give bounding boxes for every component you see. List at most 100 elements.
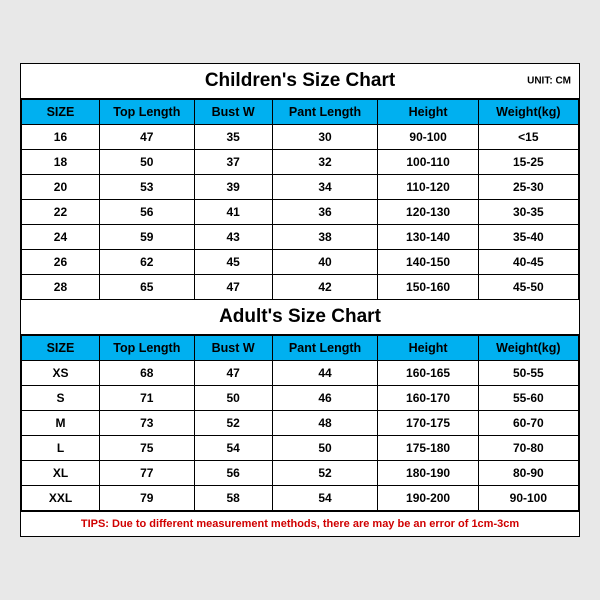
column-header: Weight(kg): [478, 336, 578, 361]
table-cell: 59: [99, 225, 194, 250]
children-table: SIZETop LengthBust WPant LengthHeightWei…: [21, 99, 579, 300]
column-header: Top Length: [99, 336, 194, 361]
adult-title: Adult's Size Chart: [219, 306, 381, 327]
table-cell: 18: [22, 150, 100, 175]
children-body: 1647353090-100<1518503732100-11015-25205…: [22, 125, 579, 300]
table-row: XS684744160-16550-55: [22, 361, 579, 386]
column-header: Top Length: [99, 100, 194, 125]
table-cell: 44: [272, 361, 378, 386]
table-row: 26624540140-15040-45: [22, 250, 579, 275]
table-cell: XXL: [22, 486, 100, 511]
table-cell: 47: [99, 125, 194, 150]
adult-title-row: Adult's Size Chart: [21, 300, 579, 335]
table-cell: 79: [99, 486, 194, 511]
column-header: Height: [378, 100, 478, 125]
table-cell: 58: [194, 486, 272, 511]
table-cell: 34: [272, 175, 378, 200]
table-cell: 77: [99, 461, 194, 486]
table-row: 20533934110-12025-30: [22, 175, 579, 200]
children-header-row: SIZETop LengthBust WPant LengthHeightWei…: [22, 100, 579, 125]
adult-body: XS684744160-16550-55S715046160-17055-60M…: [22, 361, 579, 511]
table-cell: 190-200: [378, 486, 478, 511]
table-cell: 35-40: [478, 225, 578, 250]
table-cell: 90-100: [378, 125, 478, 150]
table-cell: 20: [22, 175, 100, 200]
table-cell: 52: [272, 461, 378, 486]
table-cell: XL: [22, 461, 100, 486]
table-cell: 30-35: [478, 200, 578, 225]
children-title: Children's Size Chart: [205, 70, 395, 91]
table-cell: 28: [22, 275, 100, 300]
table-cell: 160-165: [378, 361, 478, 386]
table-cell: 130-140: [378, 225, 478, 250]
table-cell: 39: [194, 175, 272, 200]
column-header: Weight(kg): [478, 100, 578, 125]
table-cell: 47: [194, 361, 272, 386]
table-row: 22564136120-13030-35: [22, 200, 579, 225]
table-cell: 25-30: [478, 175, 578, 200]
tips-text: TIPS: Due to different measurement metho…: [21, 511, 579, 536]
table-cell: 38: [272, 225, 378, 250]
unit-label: UNIT: CM: [527, 76, 571, 87]
table-cell: 75: [99, 436, 194, 461]
table-cell: 180-190: [378, 461, 478, 486]
table-cell: 56: [99, 200, 194, 225]
table-row: XL775652180-19080-90: [22, 461, 579, 486]
table-cell: XS: [22, 361, 100, 386]
column-header: Bust W: [194, 336, 272, 361]
table-cell: 35: [194, 125, 272, 150]
table-cell: 42: [272, 275, 378, 300]
table-cell: 175-180: [378, 436, 478, 461]
column-header: Height: [378, 336, 478, 361]
column-header: SIZE: [22, 336, 100, 361]
table-cell: 40-45: [478, 250, 578, 275]
table-cell: 50: [99, 150, 194, 175]
table-row: 1647353090-100<15: [22, 125, 579, 150]
size-chart-sheet: Children's Size Chart UNIT: CM SIZETop L…: [20, 63, 580, 537]
table-cell: L: [22, 436, 100, 461]
table-row: 24594338130-14035-40: [22, 225, 579, 250]
table-cell: 60-70: [478, 411, 578, 436]
table-cell: 56: [194, 461, 272, 486]
adult-table: SIZETop LengthBust WPant LengthHeightWei…: [21, 335, 579, 511]
table-cell: 54: [272, 486, 378, 511]
table-cell: 15-25: [478, 150, 578, 175]
table-cell: 54: [194, 436, 272, 461]
table-cell: <15: [478, 125, 578, 150]
table-cell: 110-120: [378, 175, 478, 200]
table-cell: 46: [272, 386, 378, 411]
table-cell: 36: [272, 200, 378, 225]
table-cell: M: [22, 411, 100, 436]
table-cell: 45: [194, 250, 272, 275]
table-cell: 50-55: [478, 361, 578, 386]
table-cell: 50: [194, 386, 272, 411]
table-cell: 62: [99, 250, 194, 275]
table-cell: 70-80: [478, 436, 578, 461]
table-cell: 170-175: [378, 411, 478, 436]
table-cell: 55-60: [478, 386, 578, 411]
table-cell: 16: [22, 125, 100, 150]
table-cell: 48: [272, 411, 378, 436]
column-header: Bust W: [194, 100, 272, 125]
column-header: Pant Length: [272, 100, 378, 125]
table-cell: 68: [99, 361, 194, 386]
table-cell: 53: [99, 175, 194, 200]
table-row: 18503732100-11015-25: [22, 150, 579, 175]
table-cell: 80-90: [478, 461, 578, 486]
table-cell: 32: [272, 150, 378, 175]
adult-header-row: SIZETop LengthBust WPant LengthHeightWei…: [22, 336, 579, 361]
table-cell: 22: [22, 200, 100, 225]
table-cell: 26: [22, 250, 100, 275]
table-cell: 52: [194, 411, 272, 436]
table-cell: 45-50: [478, 275, 578, 300]
table-cell: 50: [272, 436, 378, 461]
table-cell: 40: [272, 250, 378, 275]
table-cell: 37: [194, 150, 272, 175]
table-cell: 43: [194, 225, 272, 250]
table-cell: 24: [22, 225, 100, 250]
table-cell: 100-110: [378, 150, 478, 175]
table-cell: 90-100: [478, 486, 578, 511]
table-cell: 65: [99, 275, 194, 300]
children-title-row: Children's Size Chart UNIT: CM: [21, 64, 579, 99]
table-cell: 140-150: [378, 250, 478, 275]
